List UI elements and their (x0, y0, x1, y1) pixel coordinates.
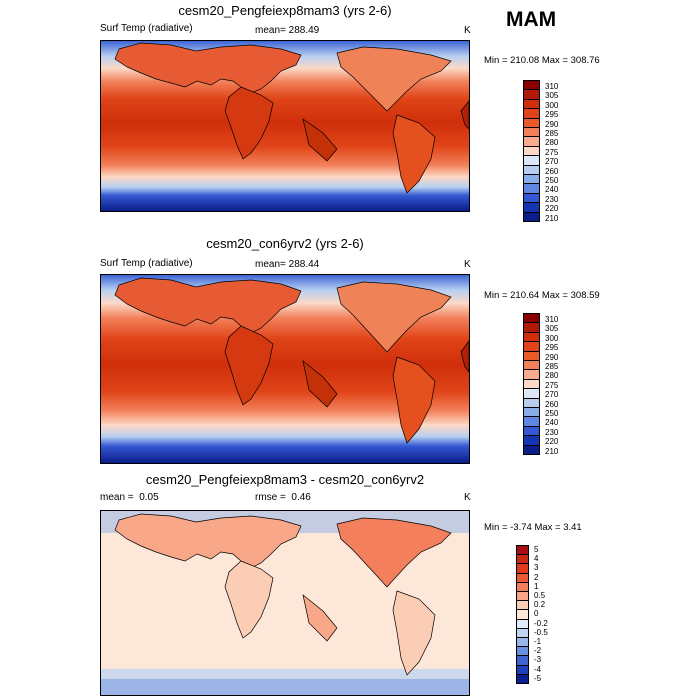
colorbar-label: 4 (534, 554, 539, 564)
panel1-title: cesm20_Pengfeiexp8mam3 (yrs 2-6) (178, 3, 392, 18)
panel3-map (100, 510, 470, 696)
colorbar-label: -4 (534, 664, 542, 674)
colorbar-label: 285 (545, 362, 559, 371)
panel2-land (114, 277, 469, 444)
colorbar-box (523, 211, 540, 222)
panel3-mean-value: 0.05 (139, 492, 159, 503)
panel1-land (114, 42, 469, 194)
panel1-map (100, 40, 470, 212)
colorbar-label: 0.5 (534, 591, 546, 600)
colorbar-label: 300 (545, 100, 559, 110)
colorbar-label: -5 (534, 673, 542, 683)
colorbar-label: 240 (545, 185, 559, 195)
colorbar-label: 0.2 (534, 600, 546, 610)
panel3-map-svg (101, 511, 469, 695)
colorbar-label: 310 (545, 82, 559, 91)
colorbar-label: -2 (534, 646, 542, 656)
panel1-variable-label: Surf Temp (radiative) (100, 23, 193, 34)
colorbar-label: -3 (534, 655, 542, 665)
colorbar-label: 230 (545, 194, 559, 204)
colorbar-label: 270 (545, 157, 559, 167)
colorbar-label: 3 (534, 563, 539, 573)
colorbar-label: 290 (545, 352, 559, 362)
panel2-title: cesm20_con6yrv2 (yrs 2-6) (206, 236, 364, 251)
panel3-units: K (464, 492, 471, 503)
panel3-min-value: -3.74 (510, 522, 532, 533)
panel2-minmax: Min = 210.64 Max = 308.59 (484, 290, 600, 301)
panel3-max-value: 3.41 (563, 522, 582, 533)
colorbar-label: 300 (545, 333, 559, 343)
colorbar-label: 305 (545, 324, 559, 334)
panel3-mean: mean = 0.05 (100, 492, 159, 503)
colorbar-label: 1 (534, 581, 539, 591)
colorbar-label: 250 (545, 176, 559, 185)
panel2-map-svg (101, 275, 469, 463)
panel1-mean: mean= 288.49 (255, 25, 320, 36)
colorbar-label: -0.5 (534, 627, 548, 637)
colorbar-label: 250 (545, 409, 559, 418)
panel2-mean-value: 288.44 (288, 259, 320, 270)
colorbar-label: 275 (545, 147, 559, 157)
panel1-mean-value: 288.49 (288, 25, 320, 36)
colorbar-box (516, 673, 529, 684)
colorbar-label: 270 (545, 390, 559, 400)
colorbar-label: -1 (534, 637, 542, 646)
panel1-units: K (464, 25, 471, 36)
colorbar-label: 240 (545, 418, 559, 428)
colorbar-label: 5 (534, 545, 539, 554)
panel3-minmax: Min = -3.74 Max = 3.41 (484, 522, 582, 533)
panel1-minmax: Min = 210.08 Max = 308.76 (484, 55, 600, 66)
colorbar-label: 290 (545, 119, 559, 129)
panel2-variable-label: Surf Temp (radiative) (100, 258, 193, 269)
colorbar-label: 220 (545, 437, 559, 447)
panel2-max-value: 308.59 (570, 290, 600, 301)
colorbar-label: 295 (545, 110, 559, 120)
colorbar-label: 285 (545, 129, 559, 138)
panel1-max-value: 308.76 (570, 55, 600, 66)
panel3-south-edge (101, 679, 469, 695)
colorbar-label: 260 (545, 166, 559, 176)
colorbar-label: 0 (534, 609, 539, 619)
colorbar-label: 220 (545, 204, 559, 214)
panel3-rmse-value: 0.46 (291, 492, 311, 503)
colorbar-label: 310 (545, 315, 559, 324)
panel3-title: cesm20_Pengfeiexp8mam3 - cesm20_con6yrv2 (145, 472, 425, 487)
colorbar-label: 305 (545, 91, 559, 101)
colorbar-label: 230 (545, 427, 559, 437)
panel3-rmse: rmse = 0.46 (255, 492, 311, 503)
colorbar-label: 2 (534, 572, 539, 582)
panel2-mean: mean= 288.44 (255, 259, 320, 270)
colorbar-label: 260 (545, 399, 559, 409)
colorbar-label: 295 (545, 343, 559, 353)
season-title: MAM (506, 8, 557, 31)
colorbar-label: 210 (545, 446, 559, 456)
colorbar-label: 280 (545, 138, 559, 148)
colorbar-label: 280 (545, 371, 559, 381)
panel1-map-svg (101, 41, 469, 211)
colorbar-label: 275 (545, 380, 559, 390)
colorbar-label: 210 (545, 213, 559, 223)
panel2-min-value: 210.64 (510, 290, 540, 301)
panel2-map (100, 274, 470, 464)
panel3-land (114, 513, 452, 676)
panel1-min-value: 210.08 (510, 55, 540, 66)
colorbar-box (523, 444, 540, 455)
panel2-units: K (464, 259, 471, 270)
colorbar-label: -0.2 (534, 618, 548, 628)
